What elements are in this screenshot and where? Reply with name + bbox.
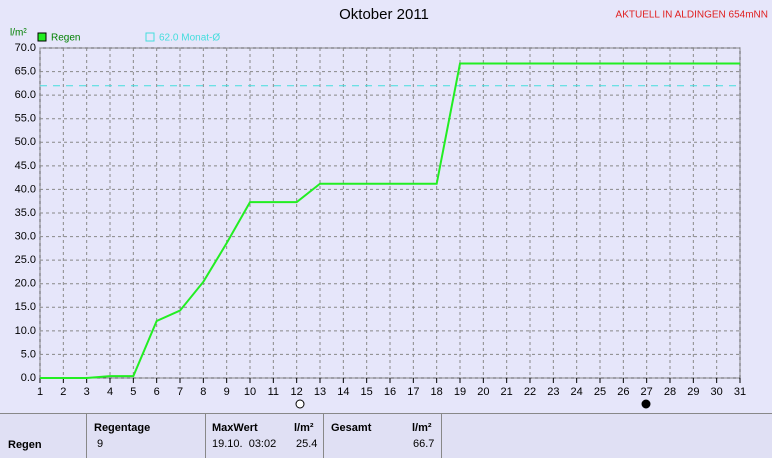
x-tick-label: 31 <box>734 386 746 398</box>
header-cell: l/m² <box>412 422 432 434</box>
x-tick-label: 2 <box>60 386 66 398</box>
legend-label: 62.0 Monat-Ø <box>159 33 220 44</box>
corner-label: AKTUELL IN ALDINGEN 654mNN <box>616 10 768 21</box>
y-tick-label: 30.0 <box>15 230 36 242</box>
x-tick-label: 3 <box>84 386 90 398</box>
x-tick-label: 29 <box>687 386 699 398</box>
legend-swatch <box>37 32 47 42</box>
x-tick-label: 19 <box>454 386 466 398</box>
x-tick-label: 15 <box>361 386 373 398</box>
x-tick-label: 25 <box>594 386 606 398</box>
col-sep <box>205 414 206 458</box>
y-tick-label: 40.0 <box>15 183 36 195</box>
x-tick-label: 1 <box>37 386 43 398</box>
y-axis-label: l/m² <box>10 28 27 39</box>
cell: 9 <box>97 438 104 450</box>
x-tick-label: 20 <box>477 386 489 398</box>
x-tick-label: 28 <box>664 386 676 398</box>
y-tick-label: 70.0 <box>15 42 36 54</box>
moon-new <box>641 399 651 409</box>
legend-swatch <box>145 32 155 42</box>
x-tick-label: 27 <box>641 386 653 398</box>
x-tick-label: 18 <box>431 386 443 398</box>
header-cell: Gesamt <box>331 422 372 434</box>
cell: 19.10. 03:02 <box>212 438 277 450</box>
x-tick-label: 6 <box>154 386 160 398</box>
x-tick-label: 17 <box>407 386 419 398</box>
y-tick-label: 0.0 <box>21 372 36 384</box>
x-tick-label: 14 <box>337 386 349 398</box>
y-tick-label: 15.0 <box>15 301 36 313</box>
chart-title: Oktober 2011 <box>339 6 429 23</box>
x-tick-label: 10 <box>244 386 256 398</box>
y-tick-label: 50.0 <box>15 136 36 148</box>
col-sep <box>323 414 324 458</box>
header-cell: Regentage <box>94 422 151 434</box>
data-line <box>40 62 740 379</box>
y-tick-label: 55.0 <box>15 113 36 125</box>
x-tick-label: 21 <box>501 386 513 398</box>
x-tick-label: 11 <box>268 386 279 398</box>
x-tick-label: 16 <box>384 386 396 398</box>
col-sep <box>441 414 442 458</box>
moon-full <box>295 399 305 409</box>
y-tick-label: 60.0 <box>15 89 36 101</box>
x-tick-label: 9 <box>224 386 230 398</box>
cell: 25.4 <box>296 438 318 450</box>
x-tick-label: 8 <box>200 386 206 398</box>
y-tick-label: 5.0 <box>21 348 36 360</box>
y-tick-label: 45.0 <box>15 160 36 172</box>
y-tick-label: 35.0 <box>15 207 36 219</box>
legend-label: Regen <box>51 33 80 44</box>
x-tick-label: 4 <box>107 386 113 398</box>
y-tick-label: 25.0 <box>15 254 36 266</box>
stats-table: Regentage MaxWert l/m² Gesamt l/m² Regen… <box>0 413 772 458</box>
x-tick-label: 12 <box>291 386 303 398</box>
x-tick-label: 23 <box>547 386 559 398</box>
x-tick-label: 30 <box>711 386 723 398</box>
header-cell: MaxWert <box>212 422 258 434</box>
header-cell: l/m² <box>294 422 314 434</box>
col-sep <box>86 414 87 458</box>
y-tick-label: 20.0 <box>15 278 36 290</box>
x-tick-label: 13 <box>314 386 326 398</box>
row-label: Regen <box>8 439 42 451</box>
x-tick-label: 7 <box>177 386 183 398</box>
x-tick-label: 26 <box>617 386 629 398</box>
x-tick-label: 5 <box>130 386 136 398</box>
y-tick-label: 65.0 <box>15 65 36 77</box>
cell: 66.7 <box>413 438 435 450</box>
y-tick-label: 10.0 <box>15 325 36 337</box>
chart: Oktober 2011 AKTUELL IN ALDINGEN 654mNN … <box>10 6 768 409</box>
x-tick-label: 22 <box>524 386 536 398</box>
x-tick-label: 24 <box>571 386 583 398</box>
